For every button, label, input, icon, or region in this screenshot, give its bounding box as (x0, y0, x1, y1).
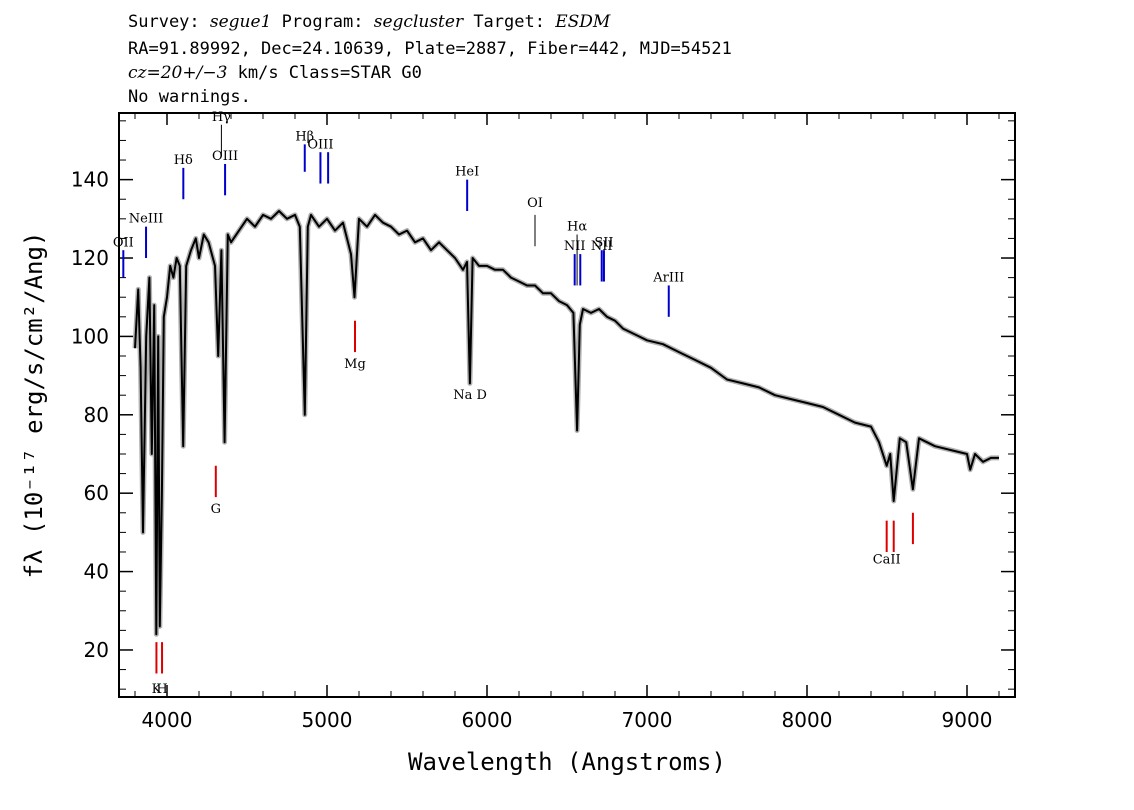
line-marker-label: SII (594, 235, 613, 250)
line-marker-label: OIII (212, 149, 238, 164)
program-label: Program: (271, 12, 374, 32)
y-tick-label: 100 (71, 324, 109, 348)
line-marker-label: NII (564, 239, 586, 254)
program-value: segcluster (373, 12, 464, 32)
line-marker-label: K (152, 682, 162, 697)
y-tick-label: 120 (71, 246, 109, 270)
line-marker-label: NeIII (129, 212, 163, 227)
y-tick-label: 80 (84, 403, 109, 427)
header-survey-line: Survey: segue1 Program: segcluster Targe… (128, 12, 610, 32)
header-coords-line: RA=91.89992, Dec=24.10639, Plate=2887, F… (128, 39, 732, 59)
line-marker-label: G (211, 502, 221, 517)
line-marker-label: Hβ (295, 129, 314, 144)
x-tick-label: 5000 (302, 708, 353, 732)
y-tick-label: 20 (84, 638, 109, 662)
line-marker-label: OI (527, 196, 543, 211)
line-marker-label: HeI (455, 165, 479, 180)
line-marker-label: Hδ (174, 153, 193, 168)
spectrum-error-band (132, 208, 999, 637)
header-class-line: cz=20+/−3 km/s Class=STAR G0 (128, 63, 422, 83)
survey-value: segue1 (209, 12, 272, 32)
line-marker-label: NII (591, 239, 613, 254)
x-tick-label: 9000 (942, 708, 993, 732)
y-tick-label: 60 (84, 481, 109, 505)
line-marker-label: Na D (453, 388, 487, 403)
line-marker-label: Mg (344, 357, 366, 372)
y-tick-label: 140 (71, 168, 109, 192)
line-marker-label: H (156, 682, 167, 697)
line-markers: OIINeIIIHδHγOIIIHβOIIIHeIOINIIHαNIISIIAr… (113, 110, 914, 697)
class-text: km/s Class=STAR G0 (227, 63, 422, 83)
header-warnings-line: No warnings. (128, 87, 251, 107)
target-label: Target: (463, 12, 556, 32)
target-value: ESDM (555, 12, 611, 32)
line-marker-label: OIII (307, 137, 333, 152)
x-axis-title: Wavelength (Angstroms) (408, 748, 726, 776)
line-marker-label: Hγ (212, 110, 231, 125)
y-axis-title: fλ (10⁻¹⁷ erg/s/cm²/Ang) (20, 232, 48, 579)
cz-value: cz=20+/−3 (128, 63, 228, 83)
x-tick-label: 6000 (462, 708, 513, 732)
line-marker-label: Hα (567, 220, 587, 235)
line-marker-label: ArIII (652, 271, 684, 286)
x-tick-label: 7000 (622, 708, 673, 732)
x-tick-label: 8000 (782, 708, 833, 732)
y-tick-label: 40 (84, 560, 109, 584)
survey-label: Survey: (128, 12, 210, 32)
axis-ticks: 4000 5000 6000 7000 8000 9000 20 40 60 80 100 120 14… (71, 113, 1015, 732)
spectrum-flux-line (134, 210, 999, 636)
plot-frame (118, 112, 1016, 698)
line-marker-label: CaII (873, 553, 901, 568)
line-marker-label: OII (113, 235, 134, 250)
x-tick-label: 4000 (142, 708, 193, 732)
spectrum-series (132, 208, 999, 637)
